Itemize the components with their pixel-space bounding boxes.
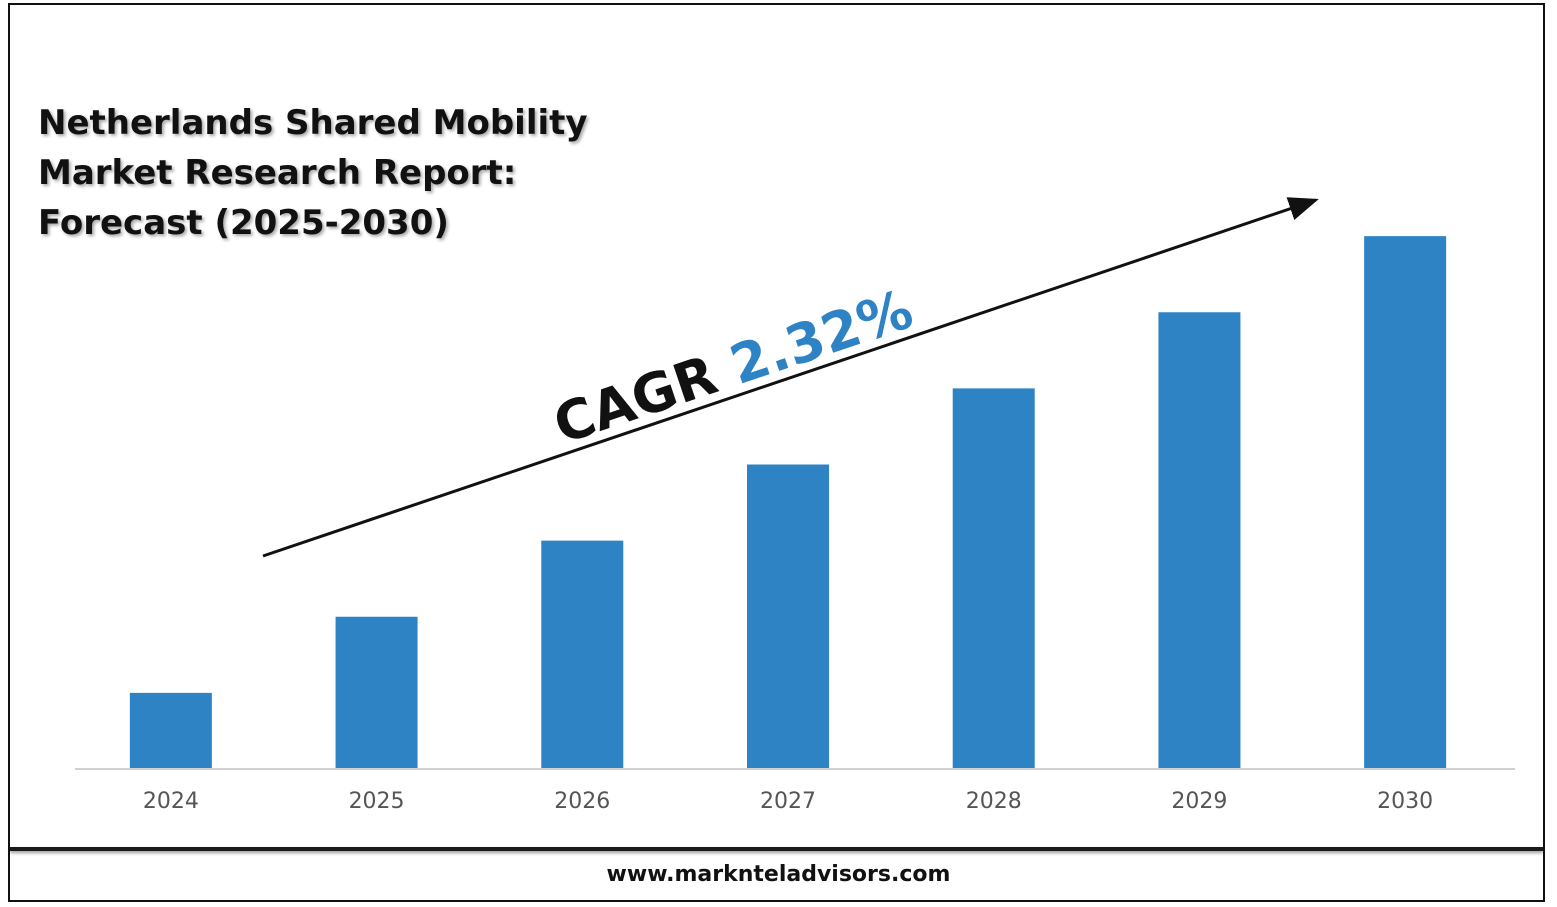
x-tick-label: 2029 [1171,789,1227,814]
trend-arrow [262,197,1319,558]
x-tick-label: 2025 [349,789,405,814]
cagr-label: CAGR [546,343,725,456]
bar-2028 [952,388,1035,769]
chart-title: Netherlands Shared Mobility Market Resea… [38,103,588,243]
x-tick-label: 2024 [143,789,199,814]
cagr-value: 2.32% [722,277,920,396]
bar-2026 [541,540,624,769]
x-tick-label: 2026 [554,789,610,814]
x-tick-label: 2030 [1377,789,1433,814]
bar-2024 [129,692,212,769]
cagr-annotation: CAGR 2.32% [546,277,920,456]
footer-divider [10,847,1543,851]
bar-2029 [1158,312,1241,769]
bar-2025 [335,616,418,769]
bar-2030 [1364,236,1447,769]
bar-2027 [747,464,829,769]
website-url: www.marknteladvisors.com [606,862,951,887]
x-tick-label: 2027 [760,789,816,814]
x-tick-label: 2028 [966,789,1022,814]
